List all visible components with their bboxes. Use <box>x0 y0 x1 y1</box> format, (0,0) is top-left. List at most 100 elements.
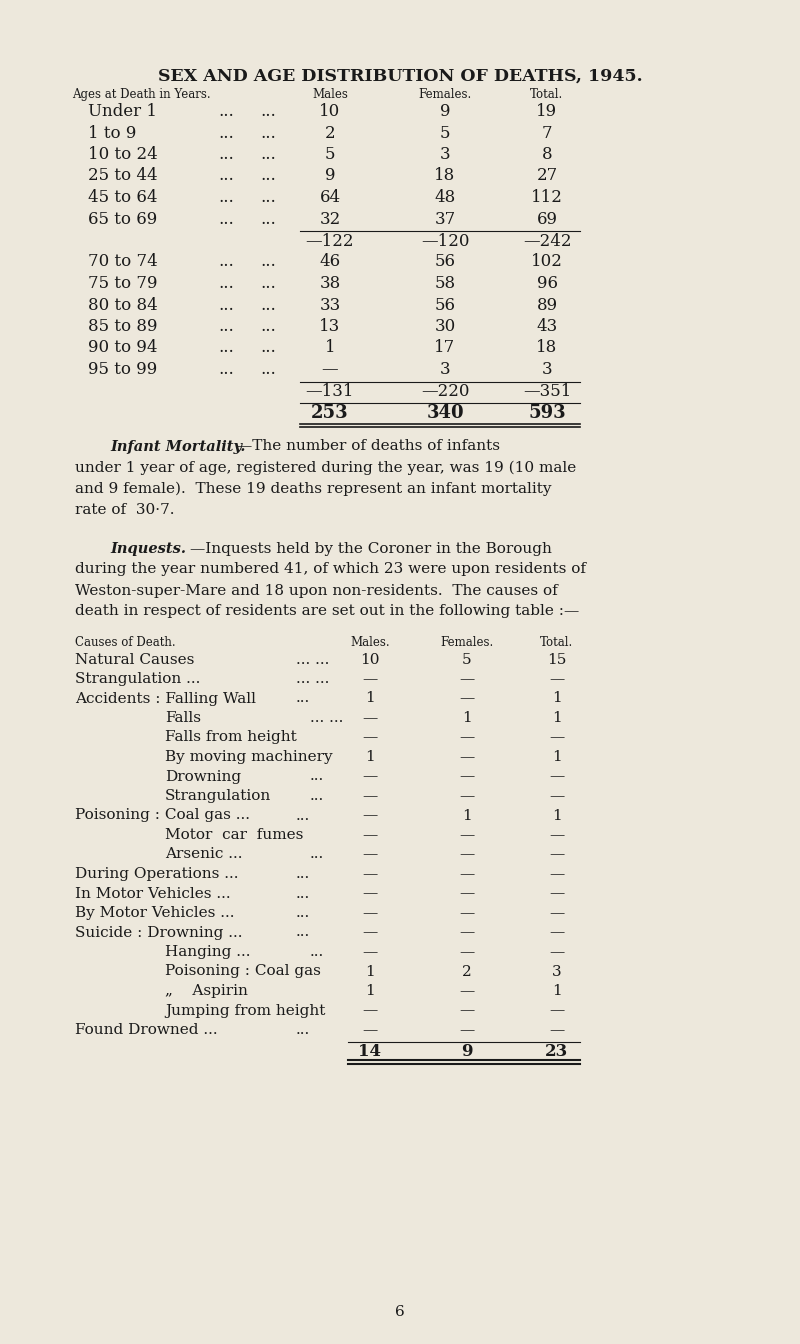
Text: —: — <box>459 984 474 999</box>
Text: 58: 58 <box>434 276 455 292</box>
Text: Causes of Death.: Causes of Death. <box>75 636 176 649</box>
Text: —: — <box>550 672 565 685</box>
Text: —: — <box>550 848 565 862</box>
Text: 70 to 74: 70 to 74 <box>88 254 158 270</box>
Text: —: — <box>550 789 565 802</box>
Text: ...: ... <box>296 867 310 882</box>
Text: Arsenic ...: Arsenic ... <box>165 848 242 862</box>
Text: Poisoning : Coal gas: Poisoning : Coal gas <box>165 965 321 978</box>
Text: ...: ... <box>218 276 234 292</box>
Text: 90 to 94: 90 to 94 <box>88 340 158 356</box>
Text: 8: 8 <box>542 146 552 163</box>
Text: ...: ... <box>218 254 234 270</box>
Text: rate of  30·7.: rate of 30·7. <box>75 503 174 516</box>
Text: 1: 1 <box>552 984 562 999</box>
Text: Drowning: Drowning <box>165 770 241 784</box>
Text: ...: ... <box>218 125 234 141</box>
Text: 18: 18 <box>434 168 456 184</box>
Text: —: — <box>362 887 378 900</box>
Text: Suicide : Drowning ...: Suicide : Drowning ... <box>75 926 242 939</box>
Text: —: — <box>459 887 474 900</box>
Text: 5: 5 <box>462 652 472 667</box>
Text: 14: 14 <box>358 1043 382 1059</box>
Text: ...: ... <box>260 103 276 120</box>
Text: By Motor Vehicles ...: By Motor Vehicles ... <box>75 906 234 921</box>
Text: Found Drowned ...: Found Drowned ... <box>75 1023 218 1038</box>
Text: ...: ... <box>296 926 310 939</box>
Text: ...: ... <box>260 254 276 270</box>
Text: death in respect of residents are set out in the following table :—: death in respect of residents are set ou… <box>75 605 579 618</box>
Text: 75 to 79: 75 to 79 <box>88 276 158 292</box>
Text: 10 to 24: 10 to 24 <box>88 146 158 163</box>
Text: 45 to 64: 45 to 64 <box>88 190 158 206</box>
Text: 102: 102 <box>531 254 563 270</box>
Text: 96: 96 <box>537 276 558 292</box>
Text: 340: 340 <box>426 405 464 422</box>
Text: —: — <box>459 867 474 882</box>
Text: ...: ... <box>218 211 234 227</box>
Text: ...: ... <box>260 276 276 292</box>
Text: —220: —220 <box>421 383 470 401</box>
Text: Falls from height: Falls from height <box>165 731 297 745</box>
Text: 17: 17 <box>434 340 456 356</box>
Text: In Motor Vehicles ...: In Motor Vehicles ... <box>75 887 230 900</box>
Text: 10: 10 <box>319 103 341 120</box>
Text: 6: 6 <box>395 1305 405 1318</box>
Text: Under 1: Under 1 <box>88 103 157 120</box>
Text: —: — <box>550 906 565 921</box>
Text: Females.: Females. <box>440 636 494 649</box>
Text: ...: ... <box>260 168 276 184</box>
Text: 48: 48 <box>434 190 456 206</box>
Text: —351: —351 <box>523 383 571 401</box>
Text: ...: ... <box>218 190 234 206</box>
Text: 64: 64 <box>319 190 341 206</box>
Text: under 1 year of age, registered during the year, was 19 (10 male: under 1 year of age, registered during t… <box>75 461 576 474</box>
Text: ...: ... <box>296 887 310 900</box>
Text: 1: 1 <box>365 750 375 763</box>
Text: —: — <box>362 711 378 724</box>
Text: ...: ... <box>218 146 234 163</box>
Text: Falls: Falls <box>165 711 201 724</box>
Text: —: — <box>362 867 378 882</box>
Text: ...: ... <box>218 340 234 356</box>
Text: Motor  car  fumes: Motor car fumes <box>165 828 303 841</box>
Text: 3: 3 <box>542 362 552 378</box>
Text: Strangulation: Strangulation <box>165 789 271 802</box>
Text: Total.: Total. <box>540 636 574 649</box>
Text: —: — <box>362 789 378 802</box>
Text: 10: 10 <box>360 652 380 667</box>
Text: 19: 19 <box>537 103 558 120</box>
Text: Ages at Death in Years.: Ages at Death in Years. <box>72 87 210 101</box>
Text: 2: 2 <box>325 125 335 141</box>
Text: 23: 23 <box>546 1043 569 1059</box>
Text: —The number of deaths of infants: —The number of deaths of infants <box>237 439 500 453</box>
Text: 85 to 89: 85 to 89 <box>88 319 158 335</box>
Text: 13: 13 <box>319 319 341 335</box>
Text: 65 to 69: 65 to 69 <box>88 211 158 227</box>
Text: —: — <box>550 867 565 882</box>
Text: By moving machinery: By moving machinery <box>165 750 333 763</box>
Text: —: — <box>362 828 378 841</box>
Text: 38: 38 <box>319 276 341 292</box>
Text: —: — <box>550 887 565 900</box>
Text: ...: ... <box>260 190 276 206</box>
Text: ...: ... <box>310 789 324 802</box>
Text: 56: 56 <box>434 297 455 313</box>
Text: 1: 1 <box>462 809 472 823</box>
Text: 9: 9 <box>325 168 335 184</box>
Text: 1: 1 <box>365 984 375 999</box>
Text: 3: 3 <box>440 362 450 378</box>
Text: —: — <box>459 692 474 706</box>
Text: 3: 3 <box>552 965 562 978</box>
Text: 2: 2 <box>462 965 472 978</box>
Text: —: — <box>459 848 474 862</box>
Text: —: — <box>362 770 378 784</box>
Text: —: — <box>459 770 474 784</box>
Text: —: — <box>362 1023 378 1038</box>
Text: and 9 female).  These 19 deaths represent an infant mortality: and 9 female). These 19 deaths represent… <box>75 481 551 496</box>
Text: 18: 18 <box>536 340 558 356</box>
Text: Hanging ...: Hanging ... <box>165 945 250 960</box>
Text: 43: 43 <box>536 319 558 335</box>
Text: ...: ... <box>260 319 276 335</box>
Text: Total.: Total. <box>530 87 564 101</box>
